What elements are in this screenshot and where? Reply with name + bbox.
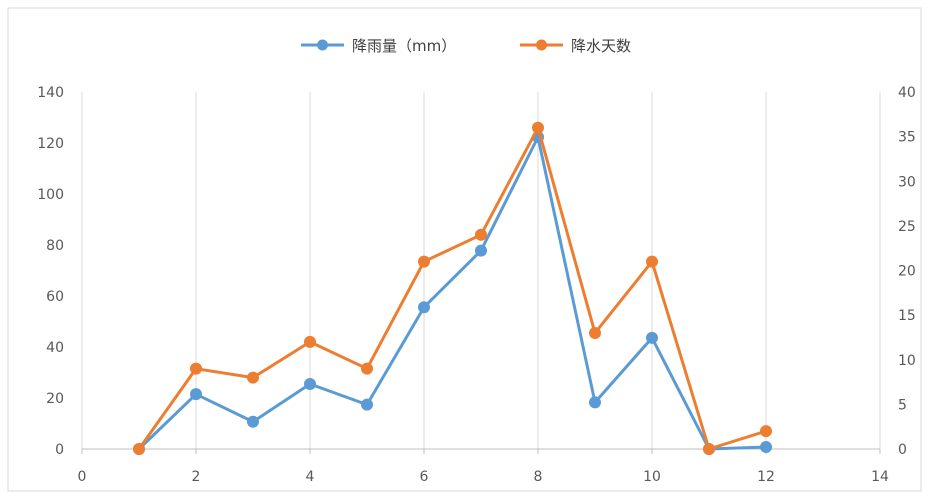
data-point[interactable]	[418, 255, 430, 268]
y2-tick-label: 15	[898, 308, 916, 324]
data-point[interactable]	[247, 371, 259, 384]
series-line	[137, 135, 767, 451]
series	[133, 121, 772, 455]
x-tick-label: 10	[643, 469, 661, 485]
chart-border	[7, 7, 922, 492]
y-tick-label: 100	[37, 187, 64, 203]
data-point[interactable]	[475, 228, 487, 241]
y2-tick-label: 40	[898, 85, 916, 101]
data-point[interactable]	[190, 362, 202, 375]
y-tick-label: 120	[37, 136, 64, 152]
data-point[interactable]	[361, 362, 373, 375]
data-point[interactable]	[703, 443, 715, 455]
legend-item-rain-days[interactable]: 降水天数	[520, 37, 631, 55]
x-tick-label: 8	[534, 469, 543, 485]
legend-label-rain-days: 降水天数	[571, 37, 631, 55]
x-tick-label: 4	[306, 469, 315, 485]
y2-tick-label: 0	[898, 442, 907, 458]
y-tick-label: 80	[46, 238, 64, 254]
y2-tick-label: 25	[898, 219, 916, 235]
y-tick-label: 140	[37, 85, 64, 101]
y-tick-label: 20	[46, 391, 64, 407]
legend-label-rainfall: 降雨量（mm）	[352, 37, 456, 55]
data-point[interactable]	[589, 326, 601, 339]
x-tick-label: 2	[192, 469, 201, 485]
y-tick-label: 40	[46, 340, 64, 356]
series-line	[137, 126, 767, 451]
data-point[interactable]	[760, 425, 772, 438]
y-tick-label: 0	[55, 442, 64, 458]
y2-tick-label: 10	[898, 353, 916, 369]
x-tick-label: 0	[78, 469, 87, 485]
data-point[interactable]	[361, 398, 373, 411]
data-point[interactable]	[190, 388, 202, 401]
legend-item-rainfall[interactable]: 降雨量（mm）	[301, 37, 456, 55]
data-point[interactable]	[589, 396, 601, 409]
x-tick-label: 12	[757, 469, 775, 485]
data-point[interactable]	[247, 415, 259, 428]
data-point[interactable]	[418, 301, 430, 314]
data-point[interactable]	[646, 331, 658, 344]
y-tick-label: 60	[46, 289, 64, 305]
legend-marker-rain-days	[536, 39, 547, 51]
legend: 降雨量（mm） 降水天数	[301, 37, 631, 55]
data-point[interactable]	[304, 377, 316, 390]
grid	[81, 92, 881, 449]
x-tick-label: 14	[871, 469, 889, 485]
legend-marker-rainfall	[317, 39, 328, 51]
data-point[interactable]	[532, 121, 544, 134]
x-tick-label: 6	[420, 469, 429, 485]
data-point[interactable]	[475, 244, 487, 257]
y2-tick-label: 35	[898, 130, 916, 146]
data-point[interactable]	[133, 443, 145, 455]
y2-tick-label: 20	[898, 264, 916, 280]
series-rain-days	[133, 121, 772, 455]
y2-tick-label: 30	[898, 174, 916, 190]
y2-tick-label: 5	[898, 397, 907, 413]
data-point[interactable]	[646, 255, 658, 268]
data-point[interactable]	[760, 440, 772, 453]
axes: 0 2 4 6 8 10 12 1402040608010012014005101520253…	[37, 85, 916, 485]
data-point[interactable]	[304, 335, 316, 348]
